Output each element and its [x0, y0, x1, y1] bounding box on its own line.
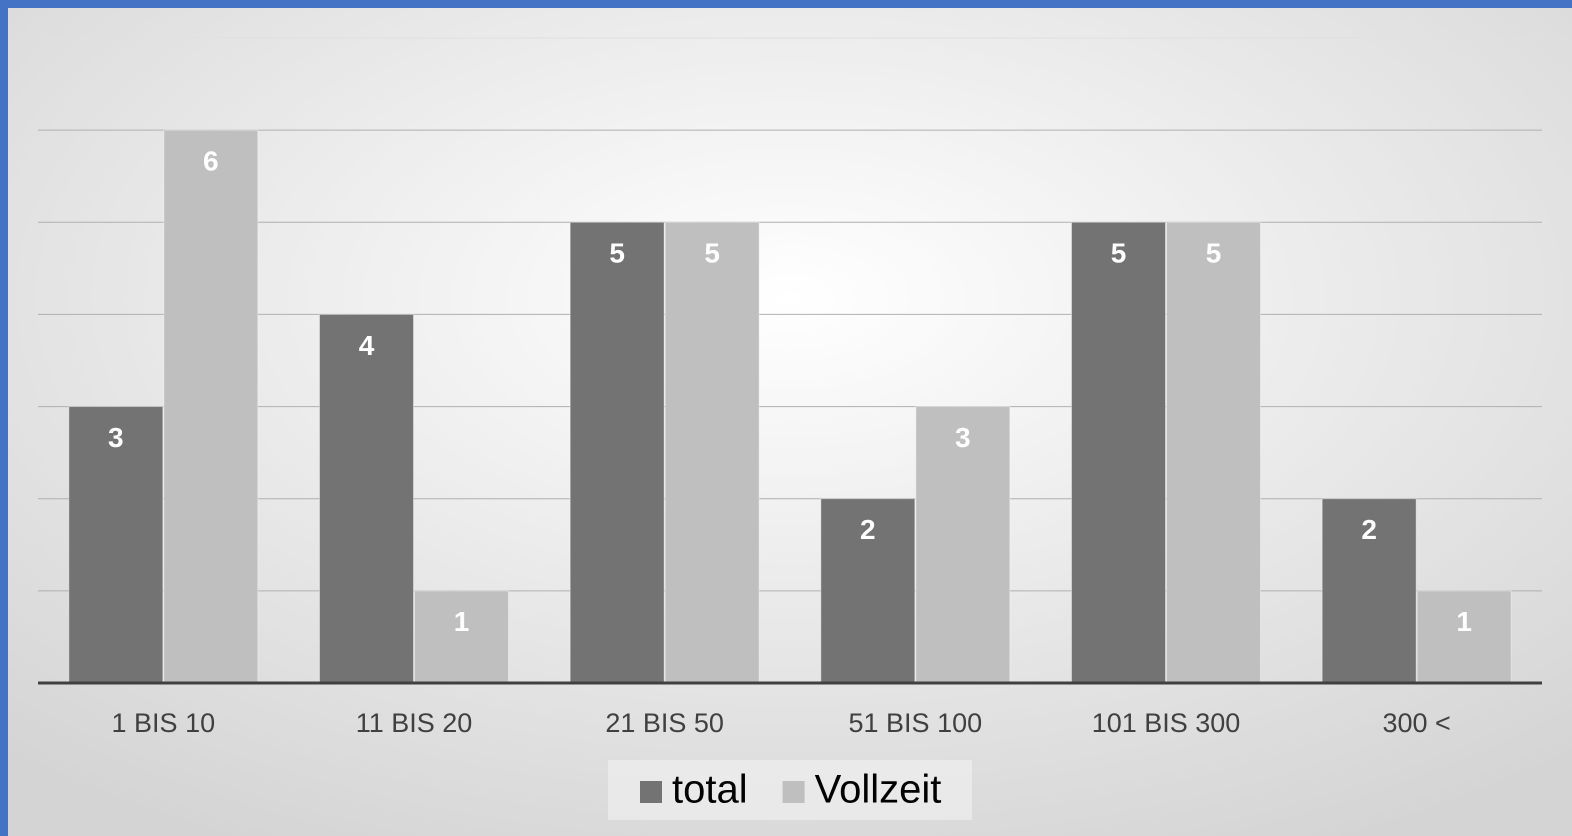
bar — [414, 590, 509, 684]
bar — [915, 406, 1011, 684]
bar — [1166, 221, 1261, 684]
data-label: 3 — [108, 422, 124, 453]
bar — [319, 313, 414, 684]
data-label: 5 — [609, 238, 625, 269]
data-label: 5 — [1206, 238, 1222, 269]
bar — [68, 406, 164, 684]
x-tick-label: 11 BIS 20 — [356, 708, 473, 738]
bar — [1416, 590, 1512, 684]
data-label: 3 — [955, 422, 971, 453]
legend-label: total — [672, 768, 748, 812]
bar — [1071, 221, 1166, 684]
legend-label: Vollzeit — [815, 768, 942, 812]
bar — [163, 129, 259, 684]
data-label: 1 — [1456, 606, 1472, 637]
data-label: 4 — [359, 330, 375, 361]
data-label: 1 — [454, 606, 470, 637]
x-tick-label: 300 < — [1383, 708, 1451, 738]
bar — [569, 221, 665, 684]
legend-swatch — [640, 781, 662, 803]
data-label: 5 — [1111, 238, 1127, 269]
x-tick-label: 21 BIS 50 — [605, 708, 724, 738]
bar — [1321, 498, 1417, 684]
data-label: 2 — [860, 514, 876, 545]
data-label: 2 — [1361, 514, 1377, 545]
bar — [820, 498, 916, 684]
x-tick-label: 101 BIS 300 — [1092, 708, 1241, 738]
bar — [664, 221, 760, 684]
x-tick-label: 51 BIS 100 — [849, 708, 983, 738]
data-label: 6 — [203, 146, 219, 177]
data-label: 5 — [704, 238, 720, 269]
legend-swatch — [782, 781, 805, 803]
x-tick-label: 1 BIS 10 — [112, 708, 216, 738]
plot-background — [8, 8, 1572, 836]
